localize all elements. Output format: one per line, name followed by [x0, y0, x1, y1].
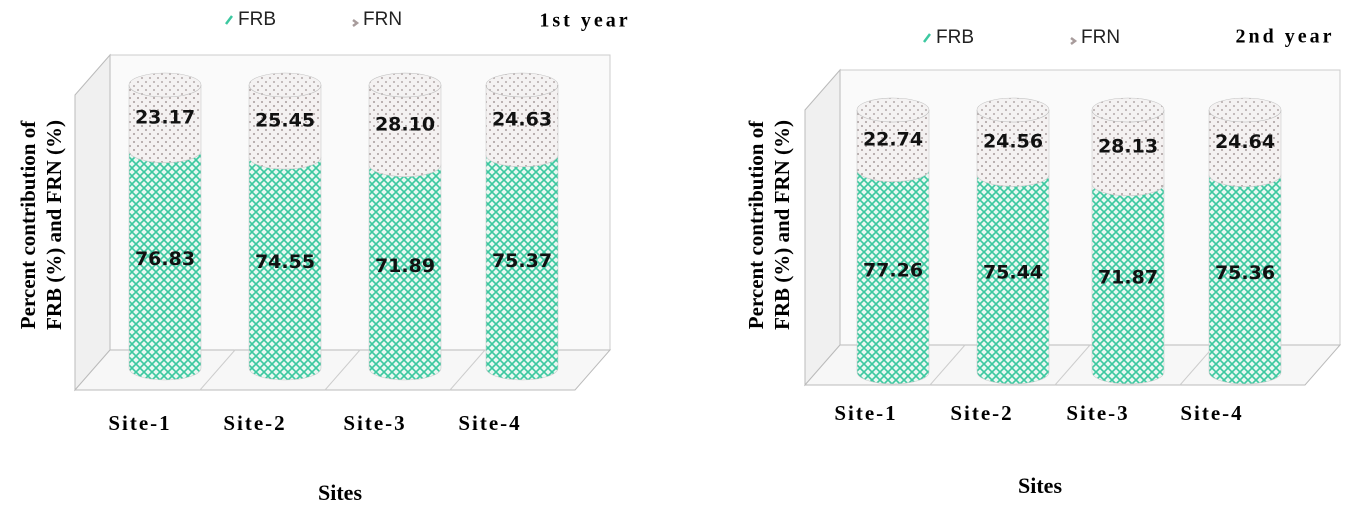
x-tick-label: Site-1 — [108, 411, 171, 435]
floor-divider — [929, 344, 966, 386]
value-label: 75.37 — [492, 250, 552, 272]
value-label: 74.55 — [255, 251, 315, 273]
floor-divider — [199, 349, 236, 391]
y-axis-title: FRB (%) and FRN (%) — [770, 120, 794, 330]
y-axis-title: Percent contribution of — [744, 120, 768, 329]
value-label: 28.10 — [375, 113, 435, 135]
y-axis-title: FRB (%) and FRN (%) — [42, 120, 66, 330]
x-tick-label: Site-1 — [834, 401, 897, 425]
legend-marker — [923, 33, 931, 43]
value-label: 28.13 — [1098, 135, 1158, 157]
y-axis-title: Percent contribution of — [16, 120, 40, 329]
floor-divider — [324, 349, 361, 391]
value-label: 24.64 — [1215, 131, 1275, 153]
cylinder-top — [856, 97, 930, 123]
legend-label: FRB — [238, 9, 276, 30]
value-label: 71.87 — [1098, 266, 1158, 288]
value-label: 75.36 — [1215, 262, 1275, 284]
x-tick-label: Site-2 — [223, 411, 286, 435]
chart-panel: 77.26 22.74 Site-1 75.44 24.56 Site-2 71.87 28.… — [744, 26, 1342, 498]
value-label: 75.44 — [983, 262, 1043, 284]
value-label: 25.45 — [255, 110, 315, 132]
legend-label: FRN — [1081, 27, 1120, 48]
cylinder-top — [976, 97, 1050, 123]
x-tick-label: Site-3 — [1066, 401, 1129, 425]
x-axis-title: Sites — [1018, 473, 1062, 498]
chart-panel: 76.83 23.17 Site-1 74.55 25.45 Site-2 71.89 28.… — [16, 9, 630, 505]
chart-title: 2nd year — [1236, 26, 1335, 48]
legend-marker — [352, 19, 360, 27]
x-tick-label: Site-4 — [458, 411, 521, 435]
x-axis-title: Sites — [318, 480, 362, 505]
cylinder-top — [368, 72, 442, 98]
value-label: 22.74 — [863, 128, 923, 150]
side-wall — [804, 68, 841, 387]
value-label: 71.89 — [375, 255, 435, 277]
x-tick-label: Site-2 — [950, 401, 1013, 425]
cylinder-top — [248, 72, 322, 98]
value-label: 77.26 — [863, 259, 923, 281]
floor-divider — [449, 349, 486, 391]
value-label: 76.83 — [135, 248, 195, 270]
cylinder-top — [1091, 97, 1165, 123]
value-label: 24.56 — [983, 131, 1043, 153]
value-label: 23.17 — [135, 106, 195, 128]
cylinder-top — [128, 72, 202, 98]
floor-divider — [1054, 344, 1091, 386]
x-tick-label: Site-4 — [1180, 401, 1243, 425]
side-wall — [74, 53, 111, 392]
legend-label: FRN — [363, 9, 402, 30]
chart-title: 1st year — [539, 10, 630, 32]
cylinder-top — [485, 72, 559, 98]
legend-label: FRB — [936, 27, 974, 48]
value-label: 24.63 — [492, 108, 552, 130]
legend-marker — [225, 15, 233, 25]
cylinder-top — [1208, 97, 1282, 123]
x-tick-label: Site-3 — [343, 411, 406, 435]
legend-marker — [1070, 37, 1078, 45]
